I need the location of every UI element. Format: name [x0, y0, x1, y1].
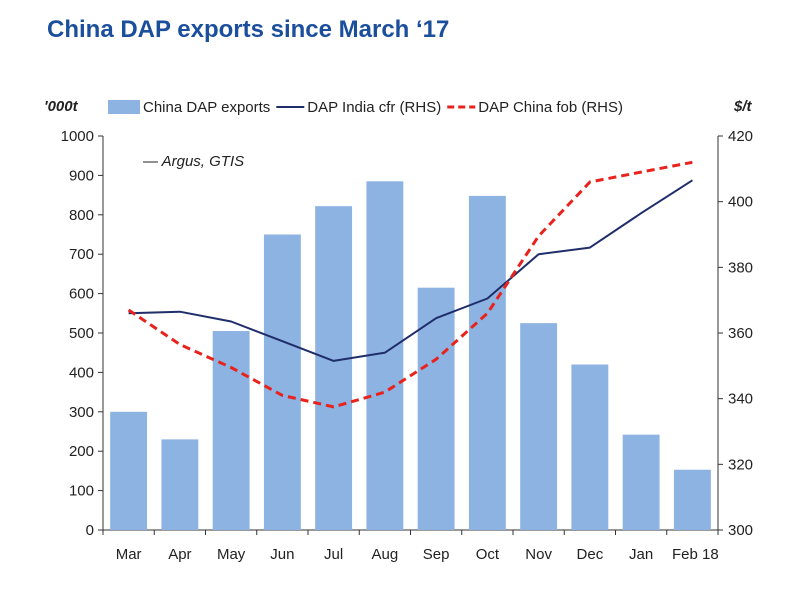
right-tick-label: 420: [728, 128, 753, 145]
x-tick-label: Apr: [168, 546, 191, 563]
x-tick-label: Sep: [423, 546, 450, 563]
bar: [468, 195, 506, 530]
x-tick-label: Jul: [324, 546, 343, 563]
left-tick-label: 100: [69, 483, 94, 500]
x-tick-label: Nov: [525, 546, 552, 563]
x-tick-label: Jun: [270, 546, 294, 563]
bar: [212, 331, 250, 530]
legend-label: DAP India cfr (RHS): [307, 99, 441, 116]
legend-label: DAP China fob (RHS): [478, 99, 623, 116]
source-note: — Argus, GTIS: [142, 153, 244, 170]
left-tick-label: 500: [69, 325, 94, 342]
right-tick-label: 340: [728, 391, 753, 408]
bar: [622, 434, 660, 530]
x-tick-label: Dec: [577, 546, 604, 563]
x-tick-label: Oct: [476, 546, 500, 563]
x-tick-label: May: [217, 546, 246, 563]
x-tick-label: Jan: [629, 546, 653, 563]
left-axis-unit: '000t: [44, 98, 79, 115]
bar: [315, 206, 353, 530]
x-tick-label: Aug: [372, 546, 399, 563]
left-tick-label: 200: [69, 443, 94, 460]
right-axis-unit: $/t: [733, 98, 753, 115]
china-fob-line: [127, 160, 693, 409]
right-tick-label: 320: [728, 456, 753, 473]
bar: [571, 364, 609, 530]
legend-group: China DAP exports DAP India cfr (RHS) DAP …: [108, 99, 623, 116]
axes-group: 0 100 200 300 400 500 600 700 800 900 1000 300 320 34…: [44, 98, 753, 563]
legend-label: China DAP exports: [143, 99, 270, 116]
left-tick-label: 300: [69, 404, 94, 421]
india-cfr-line: [128, 179, 693, 362]
legend-swatch-bars: [108, 100, 140, 114]
right-tick-label: 300: [728, 522, 753, 539]
right-tick-label: 400: [728, 194, 753, 211]
right-tick-label: 380: [728, 259, 753, 276]
bar: [263, 234, 301, 530]
right-tick-label: 360: [728, 325, 753, 342]
bar: [161, 439, 199, 530]
x-tick-label: Mar: [116, 546, 142, 563]
bar: [520, 323, 558, 530]
left-tick-label: 600: [69, 286, 94, 303]
bar: [673, 469, 711, 530]
left-tick-label: 700: [69, 246, 94, 263]
left-tick-label: 400: [69, 364, 94, 381]
x-tick-label: Feb 18: [672, 546, 719, 563]
bar: [417, 287, 455, 530]
left-tick-label: 0: [86, 522, 94, 539]
left-tick-label: 900: [69, 167, 94, 184]
left-tick-label: 800: [69, 207, 94, 224]
left-tick-label: 1000: [61, 128, 94, 145]
bar: [110, 411, 148, 530]
chart-title: China DAP exports since March ‘17: [47, 16, 450, 43]
bars-group: [110, 181, 711, 530]
lines-group: [127, 160, 693, 409]
